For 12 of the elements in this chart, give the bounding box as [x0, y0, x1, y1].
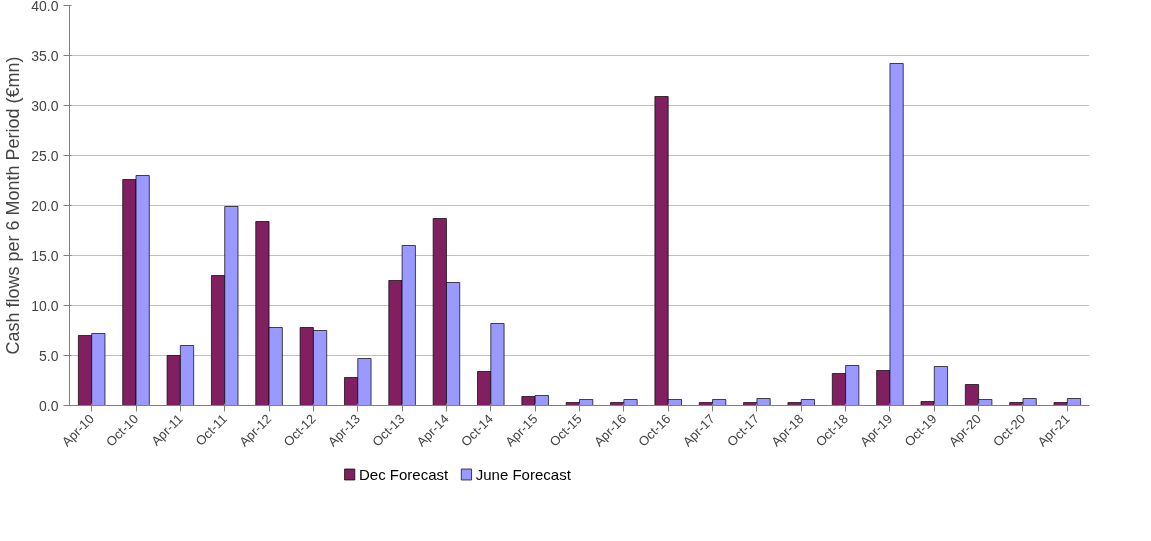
y-tick-label: 40.0 [31, 0, 59, 14]
legend-label: Dec Forecast [359, 466, 450, 483]
y-tick-label: 25.0 [31, 147, 59, 164]
y-tick-label: 20.0 [31, 197, 59, 214]
y-tick-label: 0.0 [39, 397, 59, 414]
y-tick-label: 10.0 [31, 297, 59, 314]
y-axis-title: Cash flows per 6 Month Period (€mn) [3, 56, 24, 355]
y-tick-label: 15.0 [31, 247, 59, 264]
legend-label: June Forecast [475, 466, 572, 483]
y-tick-label: 30.0 [31, 97, 59, 114]
y-tick-label: 5.0 [39, 347, 59, 364]
y-tick-label: 35.0 [31, 47, 59, 64]
